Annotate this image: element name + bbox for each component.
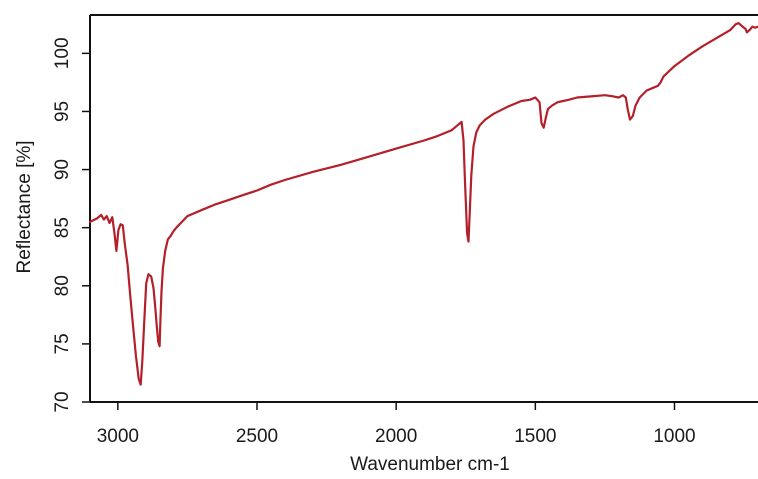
y-tick-label: 75	[52, 333, 73, 354]
x-tick-label: 3000	[97, 426, 139, 447]
x-tick-label: 1000	[653, 426, 695, 447]
y-tick-label: 85	[52, 217, 73, 238]
y-tick-label: 80	[52, 275, 73, 296]
y-tick-label: 70	[52, 391, 73, 412]
x-tick-label: 2000	[375, 426, 417, 447]
y-axis-title: Reflectance [%]	[14, 140, 35, 273]
x-axis-title: Wavenumber cm-1	[350, 454, 510, 475]
y-tick-label: 100	[52, 37, 73, 69]
y-tick-label: 90	[52, 159, 73, 180]
spectrum-series-line	[88, 22, 758, 386]
x-tick-label: 1500	[514, 426, 556, 447]
x-tick-label: 2500	[236, 426, 278, 447]
y-tick-label: 95	[52, 101, 73, 122]
